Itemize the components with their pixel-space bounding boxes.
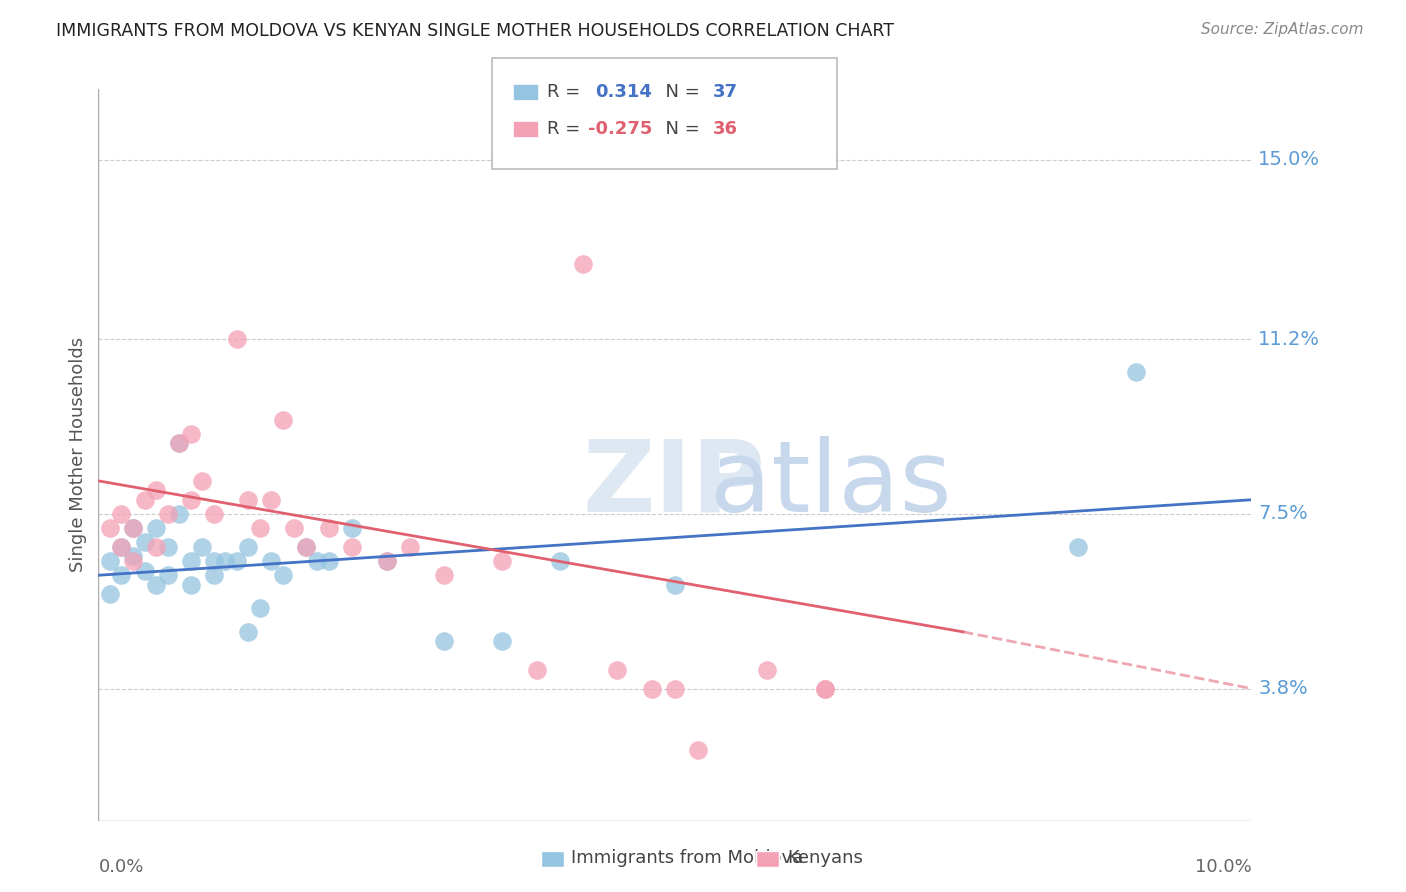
Y-axis label: Single Mother Households: Single Mother Households: [69, 337, 87, 573]
Point: [122, 521, 145, 535]
Text: 0.0%: 0.0%: [98, 858, 143, 877]
Point: [110, 540, 132, 554]
Point: [134, 535, 156, 549]
Point: [145, 540, 167, 554]
Point: [122, 549, 145, 564]
Point: [145, 521, 167, 535]
Point: [1067, 540, 1090, 554]
Text: Kenyans: Kenyans: [787, 849, 863, 867]
Point: [814, 681, 837, 696]
Point: [318, 521, 340, 535]
Point: [249, 521, 271, 535]
Point: [814, 681, 837, 696]
Point: [98, 521, 121, 535]
Point: [756, 663, 779, 677]
Point: [202, 568, 225, 582]
Point: [238, 540, 260, 554]
Text: 10.0%: 10.0%: [1195, 858, 1251, 877]
Text: R =: R =: [547, 83, 586, 101]
Text: N =: N =: [654, 120, 706, 138]
Text: 3.8%: 3.8%: [1258, 679, 1308, 698]
Point: [156, 568, 179, 582]
Point: [156, 507, 179, 521]
Point: [225, 554, 247, 568]
Point: [167, 436, 190, 450]
Point: [167, 507, 190, 521]
Text: N =: N =: [654, 83, 706, 101]
Point: [110, 568, 132, 582]
Text: atlas: atlas: [582, 435, 952, 533]
Point: [180, 577, 202, 591]
Point: [295, 540, 318, 554]
Point: [134, 564, 156, 578]
Point: [122, 554, 145, 568]
Point: [606, 663, 628, 677]
Point: [491, 634, 513, 648]
Text: 37: 37: [713, 83, 738, 101]
Text: Source: ZipAtlas.com: Source: ZipAtlas.com: [1201, 22, 1364, 37]
Point: [686, 743, 709, 757]
Point: [664, 577, 686, 591]
Point: [145, 577, 167, 591]
Point: [307, 554, 329, 568]
Text: IMMIGRANTS FROM MOLDOVA VS KENYAN SINGLE MOTHER HOUSEHOLDS CORRELATION CHART: IMMIGRANTS FROM MOLDOVA VS KENYAN SINGLE…: [56, 22, 894, 40]
Text: R =: R =: [547, 120, 586, 138]
Point: [375, 554, 398, 568]
Point: [180, 492, 202, 507]
Text: Immigrants from Moldova: Immigrants from Moldova: [571, 849, 803, 867]
Point: [664, 681, 686, 696]
Point: [202, 507, 225, 521]
Point: [571, 257, 593, 271]
Point: [191, 540, 214, 554]
Text: 36: 36: [713, 120, 738, 138]
Text: ZIP: ZIP: [582, 435, 765, 533]
Point: [98, 587, 121, 601]
Text: 0.314: 0.314: [595, 83, 651, 101]
Point: [214, 554, 236, 568]
Point: [398, 540, 420, 554]
Point: [238, 624, 260, 639]
Point: [260, 492, 283, 507]
Point: [1125, 365, 1147, 379]
Point: [110, 540, 132, 554]
Point: [271, 568, 294, 582]
Point: [110, 507, 132, 521]
Point: [318, 554, 340, 568]
Point: [271, 412, 294, 426]
Point: [260, 554, 283, 568]
Point: [526, 663, 548, 677]
Point: [295, 540, 318, 554]
Point: [122, 521, 145, 535]
Point: [180, 426, 202, 441]
Point: [98, 554, 121, 568]
Point: [283, 521, 305, 535]
Point: [180, 554, 202, 568]
Text: 7.5%: 7.5%: [1258, 504, 1308, 524]
Point: [238, 492, 260, 507]
Point: [225, 332, 247, 346]
Point: [145, 483, 167, 498]
Point: [249, 601, 271, 615]
Point: [191, 474, 214, 488]
Point: [641, 681, 664, 696]
Point: [156, 540, 179, 554]
Point: [375, 554, 398, 568]
Point: [167, 436, 190, 450]
Text: 11.2%: 11.2%: [1258, 330, 1320, 349]
Point: [340, 540, 363, 554]
Point: [134, 492, 156, 507]
Point: [491, 554, 513, 568]
Point: [202, 554, 225, 568]
Point: [548, 554, 571, 568]
Text: -0.275: -0.275: [588, 120, 652, 138]
Point: [433, 568, 456, 582]
Text: 15.0%: 15.0%: [1258, 151, 1320, 169]
Point: [433, 634, 456, 648]
Point: [340, 521, 363, 535]
